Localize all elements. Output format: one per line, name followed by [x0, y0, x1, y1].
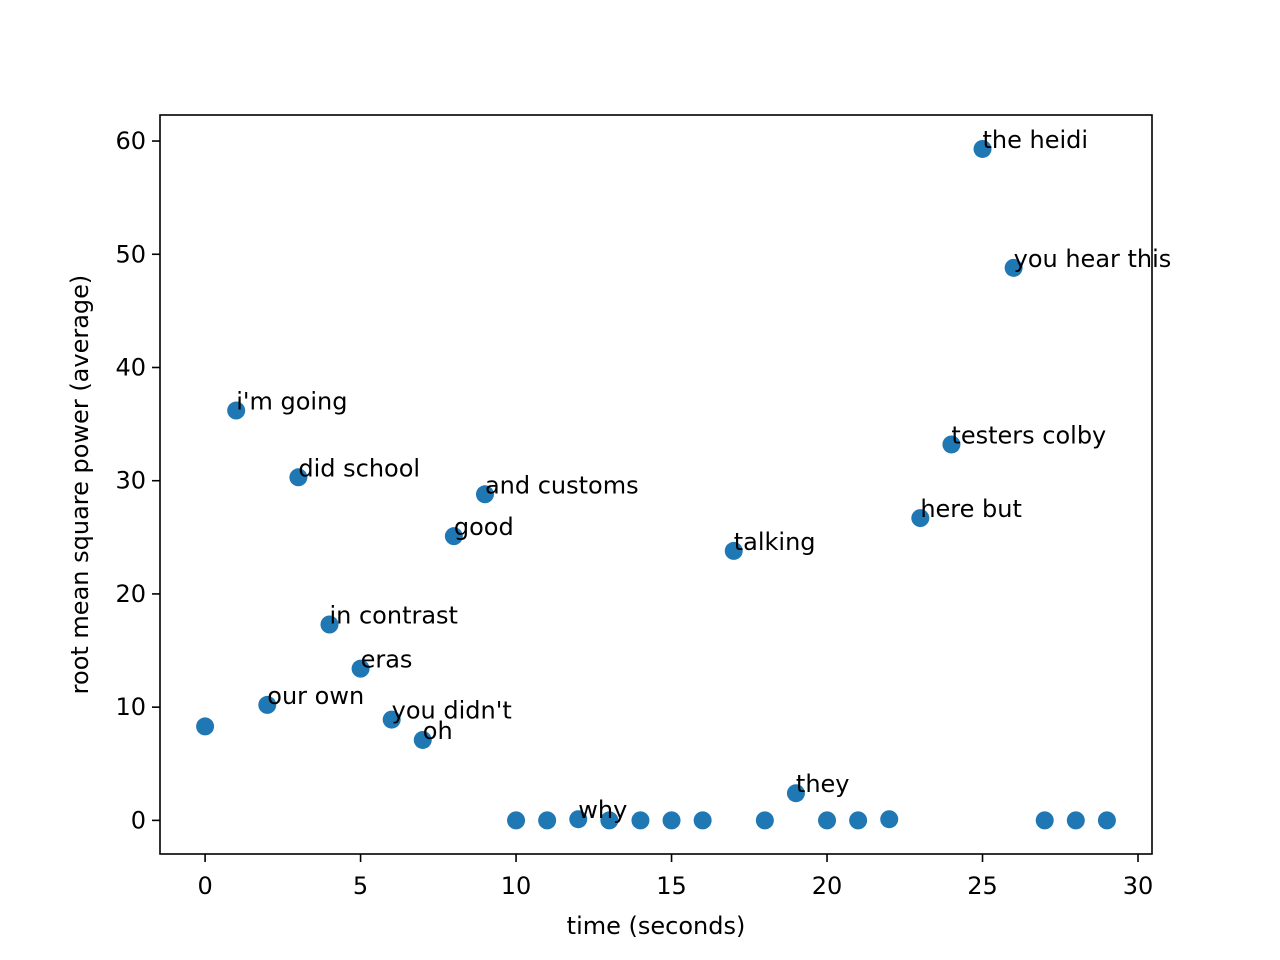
data-point-label: in contrast: [329, 601, 458, 629]
data-point: [258, 695, 277, 714]
data-point: [755, 811, 774, 830]
data-point: [444, 527, 463, 546]
data-point: [351, 659, 370, 678]
data-point: [942, 435, 961, 454]
data-point: [507, 811, 526, 830]
data-point: [475, 485, 494, 504]
data-point-label: oh: [423, 717, 453, 745]
data-point: [227, 401, 246, 420]
data-point-label: i'm going: [236, 388, 347, 416]
data-point-label: you didn't: [392, 697, 512, 725]
data-point: [911, 509, 930, 528]
x-axis-label: time (seconds): [567, 912, 746, 940]
data-point: [849, 811, 868, 830]
data-point-label: our own: [267, 682, 364, 710]
data-point: [382, 710, 401, 729]
y-tick-label: 60: [115, 127, 146, 155]
data-point: [973, 139, 992, 158]
data-point-label: here but: [920, 495, 1022, 523]
x-tick-label: 0: [197, 872, 212, 900]
data-point-label: why: [578, 796, 627, 824]
data-point: [1097, 811, 1116, 830]
data-point-label: eras: [361, 646, 413, 674]
data-point-label: talking: [734, 528, 816, 556]
data-point-label: the heidi: [983, 126, 1089, 154]
y-tick-label: 10: [115, 693, 146, 721]
x-tick-label: 15: [656, 872, 687, 900]
x-tick-label: 20: [812, 872, 843, 900]
y-tick-label: 30: [115, 467, 146, 495]
x-tick-label: 5: [353, 872, 368, 900]
data-point: [693, 811, 712, 830]
x-tick-label: 10: [501, 872, 532, 900]
y-tick-label: 0: [131, 806, 146, 834]
data-point: [1066, 811, 1085, 830]
data-point: [600, 811, 619, 830]
y-tick-label: 40: [115, 353, 146, 381]
x-tick-label: 25: [967, 872, 998, 900]
data-point-label: and customs: [485, 471, 639, 499]
y-tick-label: 50: [115, 240, 146, 268]
data-point: [786, 784, 805, 803]
data-point: [1035, 811, 1054, 830]
data-point: [631, 811, 650, 830]
data-point-label: they: [796, 770, 850, 798]
data-point-label: testers colby: [951, 421, 1106, 449]
data-point: [289, 468, 308, 487]
data-point: [538, 811, 557, 830]
data-point-label: good: [454, 513, 514, 541]
y-axis-label: root mean square power (average): [66, 275, 94, 695]
plot-frame: [159, 114, 1153, 855]
data-point: [724, 541, 743, 560]
data-point-labels: i'm going our own did school in contrast era…: [236, 126, 1171, 824]
data-point: [196, 717, 215, 736]
data-point: [413, 730, 432, 749]
x-axis-ticks: 0 5 10 15 20 25 30: [197, 854, 1153, 900]
y-tick-label: 20: [115, 580, 146, 608]
data-point: [818, 811, 837, 830]
data-point: [1004, 258, 1023, 277]
data-point: [880, 810, 899, 829]
data-point: [662, 811, 681, 830]
y-axis-ticks: 0 10 20 30 40 50 60: [115, 127, 160, 834]
data-points: [196, 139, 1116, 830]
plot-area: [160, 115, 1152, 854]
x-tick-label: 30: [1123, 872, 1154, 900]
data-point: [320, 615, 339, 634]
data-point-label: you hear this: [1014, 245, 1172, 273]
data-point: [569, 810, 588, 829]
data-point-label: did school: [298, 454, 420, 482]
